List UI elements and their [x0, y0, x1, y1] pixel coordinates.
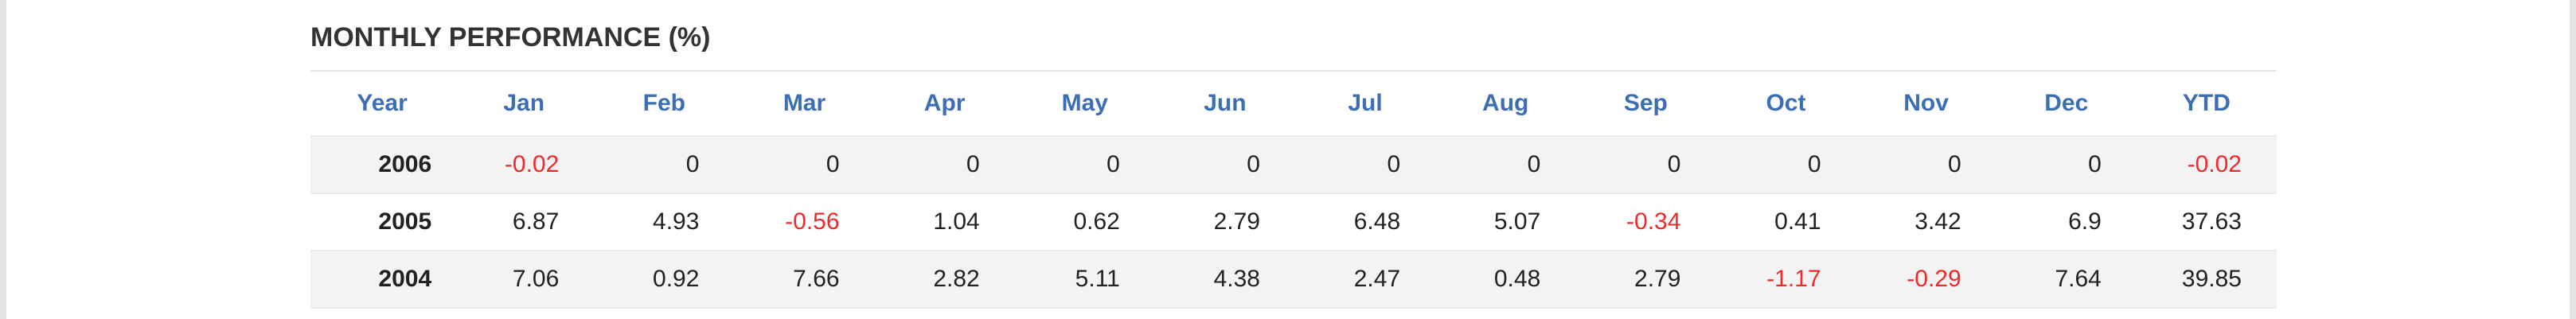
value-cell-sep: 2.79	[1575, 251, 1716, 309]
value-cell-dec: 6.9	[1996, 193, 2137, 251]
value-cell-mar: -0.56	[734, 193, 875, 251]
value-cell-jun: 4.38	[1154, 251, 1295, 309]
value-cell-sep: -0.34	[1575, 193, 1716, 251]
column-header-aug: Aug	[1435, 71, 1576, 137]
value-cell-oct: 0.41	[1715, 193, 1856, 251]
section-title: MONTHLY PERFORMANCE (%)	[310, 22, 711, 53]
value-cell-jul: 6.48	[1294, 193, 1436, 251]
value-cell-dec: 0	[1996, 136, 2137, 194]
value-cell-apr: 0	[874, 136, 1015, 194]
year-cell: 2006	[310, 136, 455, 194]
value-cell-dec: 7.64	[1996, 251, 2137, 309]
value-cell-apr: 1.04	[874, 193, 1015, 251]
value-cell-jun: 0	[1154, 136, 1295, 194]
value-cell-may: 5.11	[1014, 251, 1155, 309]
value-cell-aug: 0.48	[1435, 251, 1576, 309]
value-cell-oct: -1.17	[1715, 251, 1856, 309]
column-header-may: May	[1014, 71, 1155, 137]
column-header-dec: Dec	[1996, 71, 2137, 137]
value-cell-nov: 3.42	[1856, 193, 1996, 251]
value-cell-feb: 4.93	[594, 193, 735, 251]
column-header-feb: Feb	[594, 71, 735, 137]
value-cell-jan: 7.06	[454, 251, 595, 309]
column-header-year: Year	[310, 71, 455, 137]
value-cell-ytd: 39.85	[2136, 251, 2277, 309]
value-cell-jun: 2.79	[1154, 193, 1295, 251]
value-cell-nov: -0.29	[1856, 251, 1996, 309]
value-cell-aug: 0	[1435, 136, 1576, 194]
table-row: 2004 7.06 0.92 7.66 2.82 5.11 4.38 2.47 …	[310, 251, 2277, 309]
year-cell: 2005	[310, 193, 455, 251]
year-cell: 2004	[310, 251, 455, 309]
value-cell-mar: 7.66	[734, 251, 875, 309]
value-cell-ytd: 37.63	[2136, 193, 2277, 251]
value-cell-feb: 0.92	[594, 251, 735, 309]
value-cell-apr: 2.82	[874, 251, 1015, 309]
column-header-jul: Jul	[1294, 71, 1436, 137]
value-cell-may: 0.62	[1014, 193, 1155, 251]
value-cell-nov: 0	[1856, 136, 1996, 194]
column-header-jan: Jan	[454, 71, 595, 137]
column-header-mar: Mar	[734, 71, 875, 137]
value-cell-ytd: -0.02	[2136, 136, 2277, 194]
value-cell-aug: 5.07	[1435, 193, 1576, 251]
column-header-nov: Nov	[1856, 71, 1996, 137]
column-header-oct: Oct	[1715, 71, 1856, 137]
monthly-performance-panel: MONTHLY PERFORMANCE (%) Year Jan Feb Mar…	[6, 0, 2570, 319]
column-header-ytd: YTD	[2136, 71, 2277, 137]
value-cell-oct: 0	[1715, 136, 1856, 194]
value-cell-sep: 0	[1575, 136, 1716, 194]
column-header-sep: Sep	[1575, 71, 1716, 137]
value-cell-jan: -0.02	[454, 136, 595, 194]
monthly-performance-table: Year Jan Feb Mar Apr May Jun Jul Aug Sep…	[310, 70, 2277, 309]
value-cell-jul: 2.47	[1294, 251, 1436, 309]
table-row: 2005 6.87 4.93 -0.56 1.04 0.62 2.79 6.48…	[310, 193, 2277, 251]
value-cell-jul: 0	[1294, 136, 1436, 194]
value-cell-may: 0	[1014, 136, 1155, 194]
column-header-jun: Jun	[1154, 71, 1295, 137]
column-header-apr: Apr	[874, 71, 1015, 137]
value-cell-jan: 6.87	[454, 193, 595, 251]
table-header-row: Year Jan Feb Mar Apr May Jun Jul Aug Sep…	[310, 71, 2277, 137]
value-cell-feb: 0	[594, 136, 735, 194]
table-row: 2006 -0.02 0 0 0 0 0 0 0 0 0 0 0 -0.02	[310, 136, 2277, 194]
value-cell-mar: 0	[734, 136, 875, 194]
